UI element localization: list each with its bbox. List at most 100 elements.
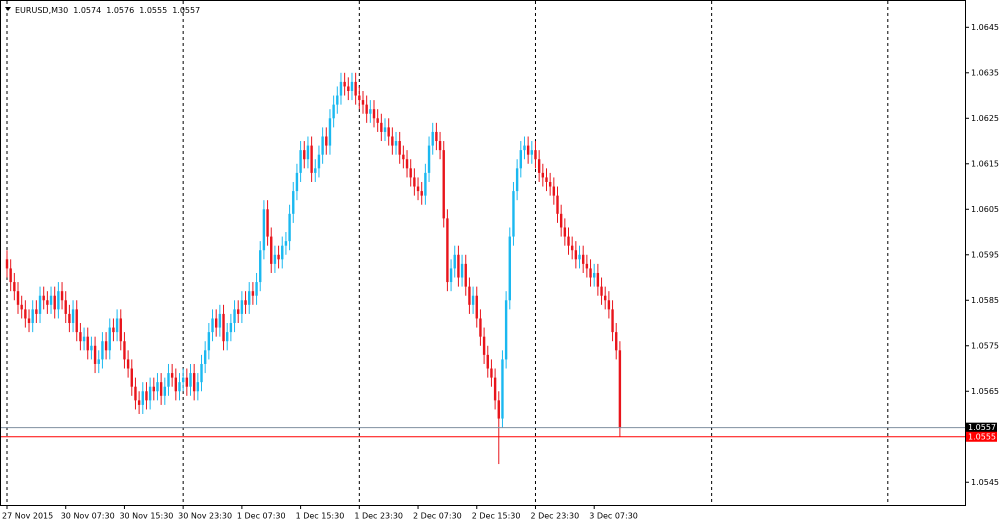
candle-body	[604, 295, 607, 301]
candle-body	[244, 300, 247, 305]
candle-body	[207, 332, 211, 351]
candle-body	[178, 382, 181, 392]
candle-body	[545, 177, 548, 182]
candle-body	[42, 295, 45, 301]
header-open: 1.0574	[73, 6, 101, 15]
candle-body	[394, 141, 398, 146]
candle-body	[519, 150, 522, 169]
candle-body	[427, 145, 431, 173]
candle-body	[526, 145, 530, 155]
candle-body	[86, 336, 89, 351]
candle-body	[170, 373, 174, 378]
candle-body	[16, 291, 20, 305]
candle-body	[189, 373, 192, 387]
candle-body	[57, 291, 60, 310]
candle-body	[214, 318, 218, 328]
candle-body	[615, 332, 618, 351]
candle-body	[13, 282, 16, 292]
candle-body	[497, 400, 500, 419]
candle-body	[75, 309, 78, 333]
candle-body	[303, 150, 306, 160]
candle-body	[270, 236, 273, 264]
candle-body	[504, 300, 508, 360]
x-tick-label: 2 Dec 07:30	[413, 512, 462, 521]
y-tick-label: 1.0605	[971, 205, 999, 214]
candle-body	[71, 309, 75, 324]
candle-body	[380, 122, 383, 132]
candle-body	[589, 268, 592, 278]
candle-body	[211, 318, 214, 333]
candle-body	[20, 304, 23, 310]
header-close: 1.0557	[172, 6, 200, 15]
x-tick-label: 2 Dec 15:30	[472, 512, 521, 521]
candle-body	[515, 168, 519, 192]
candle-body	[460, 263, 464, 278]
candle-body	[152, 386, 155, 392]
candle-body	[119, 318, 122, 342]
candle-body	[479, 318, 482, 337]
candle-body	[523, 145, 526, 151]
candle-body	[126, 359, 130, 369]
candle-body	[424, 172, 427, 196]
candle-body	[585, 263, 589, 269]
header-low: 1.0555	[139, 6, 167, 15]
candle-body	[435, 131, 438, 142]
candle-body	[115, 318, 119, 333]
x-tick-label: 30 Nov 15:30	[119, 512, 173, 521]
y-tick-label: 1.0595	[971, 250, 999, 259]
candle-body	[266, 209, 269, 237]
candle-body	[548, 181, 552, 187]
candle-body	[512, 191, 515, 237]
candle-body	[60, 291, 64, 301]
candle-body	[607, 300, 611, 310]
candle-body	[464, 263, 467, 287]
plot-frame	[0, 0, 966, 506]
candle-body	[398, 141, 401, 155]
candle-body	[167, 373, 170, 387]
candle-body	[295, 172, 299, 192]
candle-body	[354, 81, 357, 96]
candle-body	[402, 154, 405, 160]
candle-body	[574, 250, 578, 260]
y-tick-label: 1.0625	[971, 114, 999, 123]
candle-body	[192, 373, 196, 392]
y-tick-label: 1.0645	[971, 23, 999, 32]
candle-body	[9, 268, 12, 283]
y-tick-label: 1.0585	[971, 296, 999, 305]
candle-body	[292, 191, 295, 214]
candle-body	[148, 386, 152, 401]
candle-body	[137, 400, 141, 405]
x-tick-label: 27 Nov 2015	[2, 512, 53, 521]
x-tick-label: 30 Nov 07:30	[61, 512, 115, 521]
candle-body	[556, 195, 559, 214]
y-tick-label: 1.0545	[971, 478, 999, 487]
candle-body	[35, 309, 38, 314]
candle-body	[578, 254, 581, 260]
candle-body	[413, 177, 416, 187]
candle-body	[369, 109, 372, 114]
candle-body	[409, 168, 412, 178]
candle-body	[5, 259, 9, 269]
candle-body	[310, 145, 313, 173]
candle-body	[181, 377, 185, 383]
candle-body	[90, 345, 93, 351]
y-tick-label: 1.0635	[971, 68, 999, 77]
candle-body	[534, 150, 537, 160]
candle-body	[101, 341, 104, 360]
candle-body	[134, 386, 137, 401]
price-label-box	[966, 422, 997, 433]
candle-body	[273, 254, 277, 264]
candle-body	[325, 136, 328, 146]
candle-body	[570, 245, 574, 251]
candle-body	[314, 168, 317, 173]
x-tick-label: 1 Dec 15:30	[296, 512, 345, 521]
x-tick-label: 2 Dec 23:30	[530, 512, 579, 521]
candle-body	[281, 245, 284, 260]
candle-body	[31, 309, 34, 324]
candle-body	[493, 377, 497, 401]
candle-body	[501, 359, 504, 419]
candle-body	[174, 377, 178, 392]
candle-body	[93, 345, 97, 364]
price-label-box	[966, 431, 997, 442]
candle-body	[581, 254, 585, 264]
